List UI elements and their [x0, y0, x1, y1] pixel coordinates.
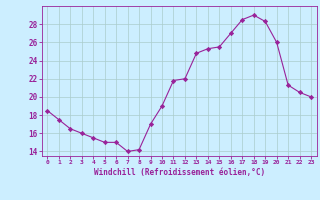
X-axis label: Windchill (Refroidissement éolien,°C): Windchill (Refroidissement éolien,°C) [94, 168, 265, 177]
